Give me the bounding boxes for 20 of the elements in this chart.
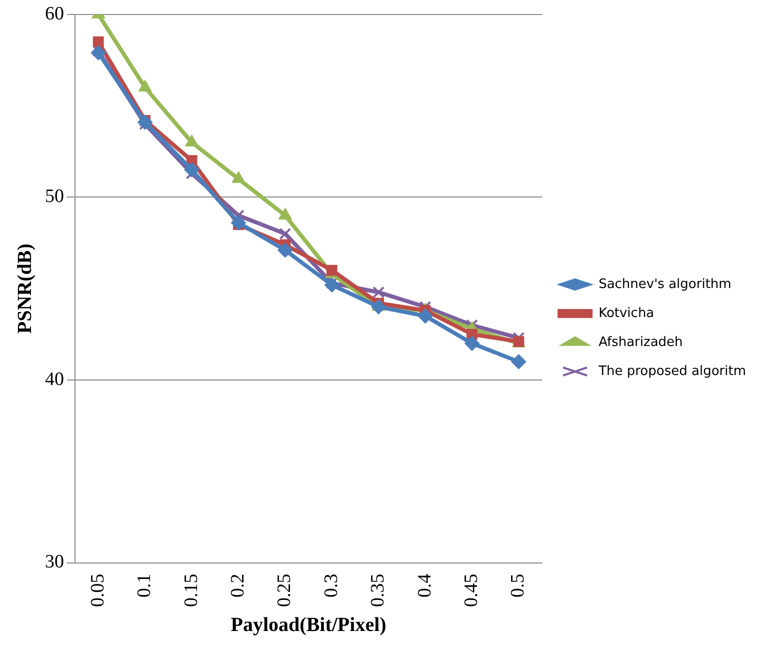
x-tick-label: 0.3 <box>320 574 342 598</box>
legend-label: Afsharizadeh <box>598 334 683 350</box>
x-tick-label: 0.45 <box>460 574 482 607</box>
x-axis-title: Payload(Bit/Pixel) <box>230 614 386 636</box>
x-tick-label: 0.15 <box>180 574 202 607</box>
x-tick-label: 0.35 <box>368 574 389 607</box>
x-tick-label: 0.25 <box>274 574 296 607</box>
x-tick-label: 0.1 <box>134 574 156 598</box>
x-tick-label: 0.05 <box>87 574 108 607</box>
legend-label: Sachnev's algorithm <box>598 276 732 292</box>
y-tick-label: 60 <box>45 3 64 24</box>
legend-label: The proposed algoritm <box>598 364 746 379</box>
x-tick-label: 0.5 <box>508 574 529 598</box>
x-tick-label: 0.2 <box>227 574 248 598</box>
x-tick-label: 0.4 <box>414 573 436 598</box>
y-axis-title: PSNR(dB) <box>14 244 36 334</box>
y-tick-label: 40 <box>45 368 64 390</box>
y-tick-label: 30 <box>45 552 64 573</box>
y-tick-label: 50 <box>45 186 64 208</box>
legend-label: Kotvicha <box>598 306 654 321</box>
